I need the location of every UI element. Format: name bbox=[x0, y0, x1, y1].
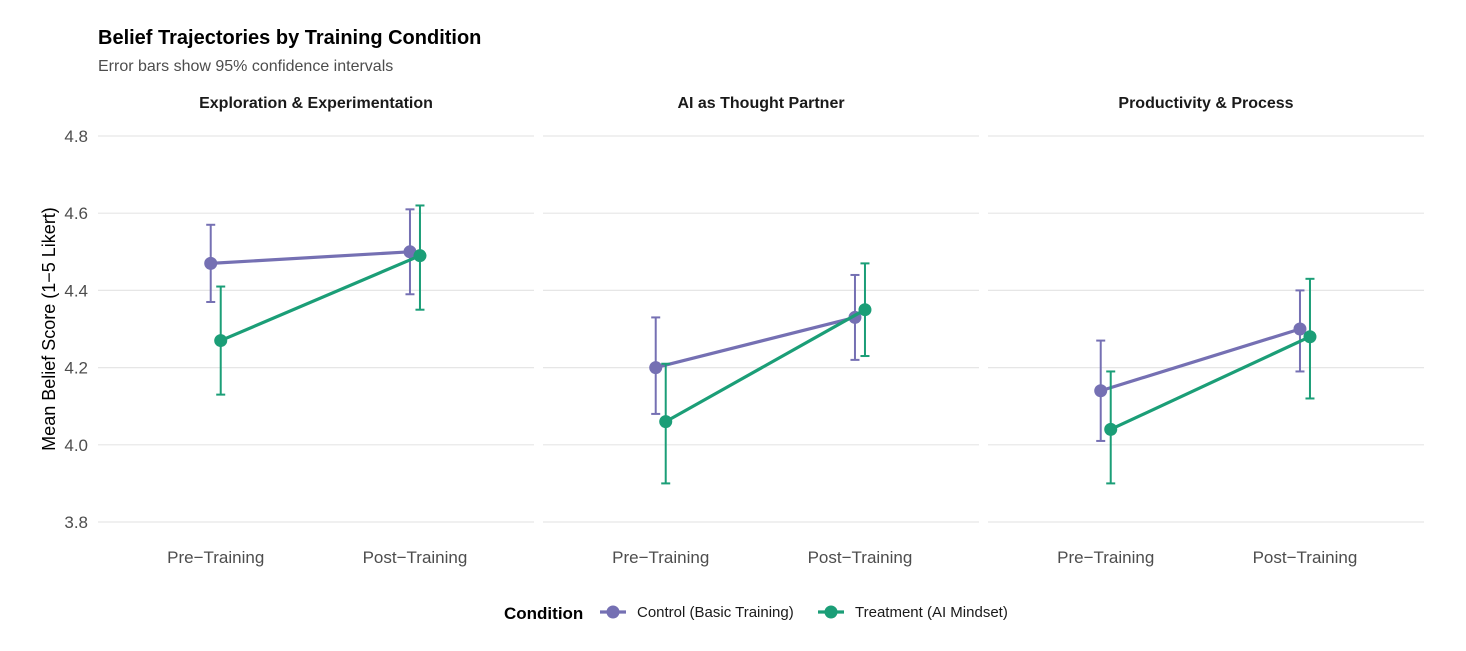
x-tick-label: Post−Training bbox=[1253, 548, 1358, 567]
facet-panel: Productivity & Process Pre−Training Post−T… bbox=[988, 95, 1424, 567]
series-group bbox=[1104, 277, 1317, 485]
series-group bbox=[659, 262, 872, 485]
x-tick-label: Post−Training bbox=[363, 548, 468, 567]
chart-title: Belief Trajectories by Training Conditio… bbox=[98, 27, 481, 49]
legend-title: Condition bbox=[504, 604, 583, 623]
data-point bbox=[214, 334, 228, 348]
data-point bbox=[1094, 384, 1108, 398]
y-tick-label: 4.4 bbox=[64, 281, 88, 300]
facet-panel: Exploration & Experimentation Pre−Trainin… bbox=[98, 95, 534, 567]
data-point bbox=[659, 415, 673, 429]
series-line bbox=[1100, 327, 1301, 393]
legend-key-point bbox=[606, 605, 620, 619]
y-tick-label: 4.2 bbox=[64, 359, 88, 378]
facet-title: Productivity & Process bbox=[1118, 95, 1293, 112]
data-point bbox=[1293, 322, 1307, 336]
x-tick-label: Post−Training bbox=[808, 548, 913, 567]
series-line bbox=[210, 250, 411, 265]
facet-title: Exploration & Experimentation bbox=[199, 95, 433, 112]
series-line bbox=[220, 254, 421, 343]
data-point bbox=[413, 249, 427, 263]
x-tick-label: Pre−Training bbox=[167, 548, 264, 567]
panels: 3.8 4.0 4.2 4.4 4.6 4.8 Exploration & Experime… bbox=[64, 95, 1424, 567]
series-group bbox=[649, 273, 862, 415]
legend-item: Treatment (AI Mindset) bbox=[818, 604, 1008, 621]
legend: Condition Control (Basic Training) Treatm… bbox=[504, 604, 1008, 623]
data-point bbox=[649, 361, 663, 375]
y-tick-label: 4.8 bbox=[64, 127, 88, 146]
data-point bbox=[403, 245, 417, 259]
legend-label: Control (Basic Training) bbox=[637, 604, 794, 621]
y-tick-label: 4.6 bbox=[64, 204, 88, 223]
legend-key-point bbox=[824, 605, 838, 619]
x-tick-label: Pre−Training bbox=[1057, 548, 1154, 567]
data-point bbox=[204, 256, 218, 270]
chart-subtitle: Error bars show 95% confidence intervals bbox=[98, 58, 393, 75]
series-line bbox=[664, 308, 866, 424]
series-line bbox=[1110, 335, 1311, 431]
facet-title: AI as Thought Partner bbox=[677, 95, 844, 112]
series-group bbox=[1094, 289, 1307, 442]
legend-label: Treatment (AI Mindset) bbox=[855, 604, 1008, 621]
y-axis-label: Mean Belief Score (1−5 Likert) bbox=[39, 207, 59, 451]
series-line bbox=[655, 315, 856, 370]
data-point bbox=[1104, 422, 1118, 436]
x-tick-label: Pre−Training bbox=[612, 548, 709, 567]
y-tick-label: 3.8 bbox=[64, 513, 88, 532]
data-point bbox=[1303, 330, 1317, 344]
facet-panel: AI as Thought Partner Pre−Training Post−Tr… bbox=[543, 95, 979, 567]
series-group bbox=[214, 204, 427, 396]
series-group bbox=[204, 208, 417, 303]
data-point bbox=[858, 303, 872, 317]
y-tick-label: 4.0 bbox=[64, 436, 88, 455]
legend-item: Control (Basic Training) bbox=[600, 604, 794, 621]
